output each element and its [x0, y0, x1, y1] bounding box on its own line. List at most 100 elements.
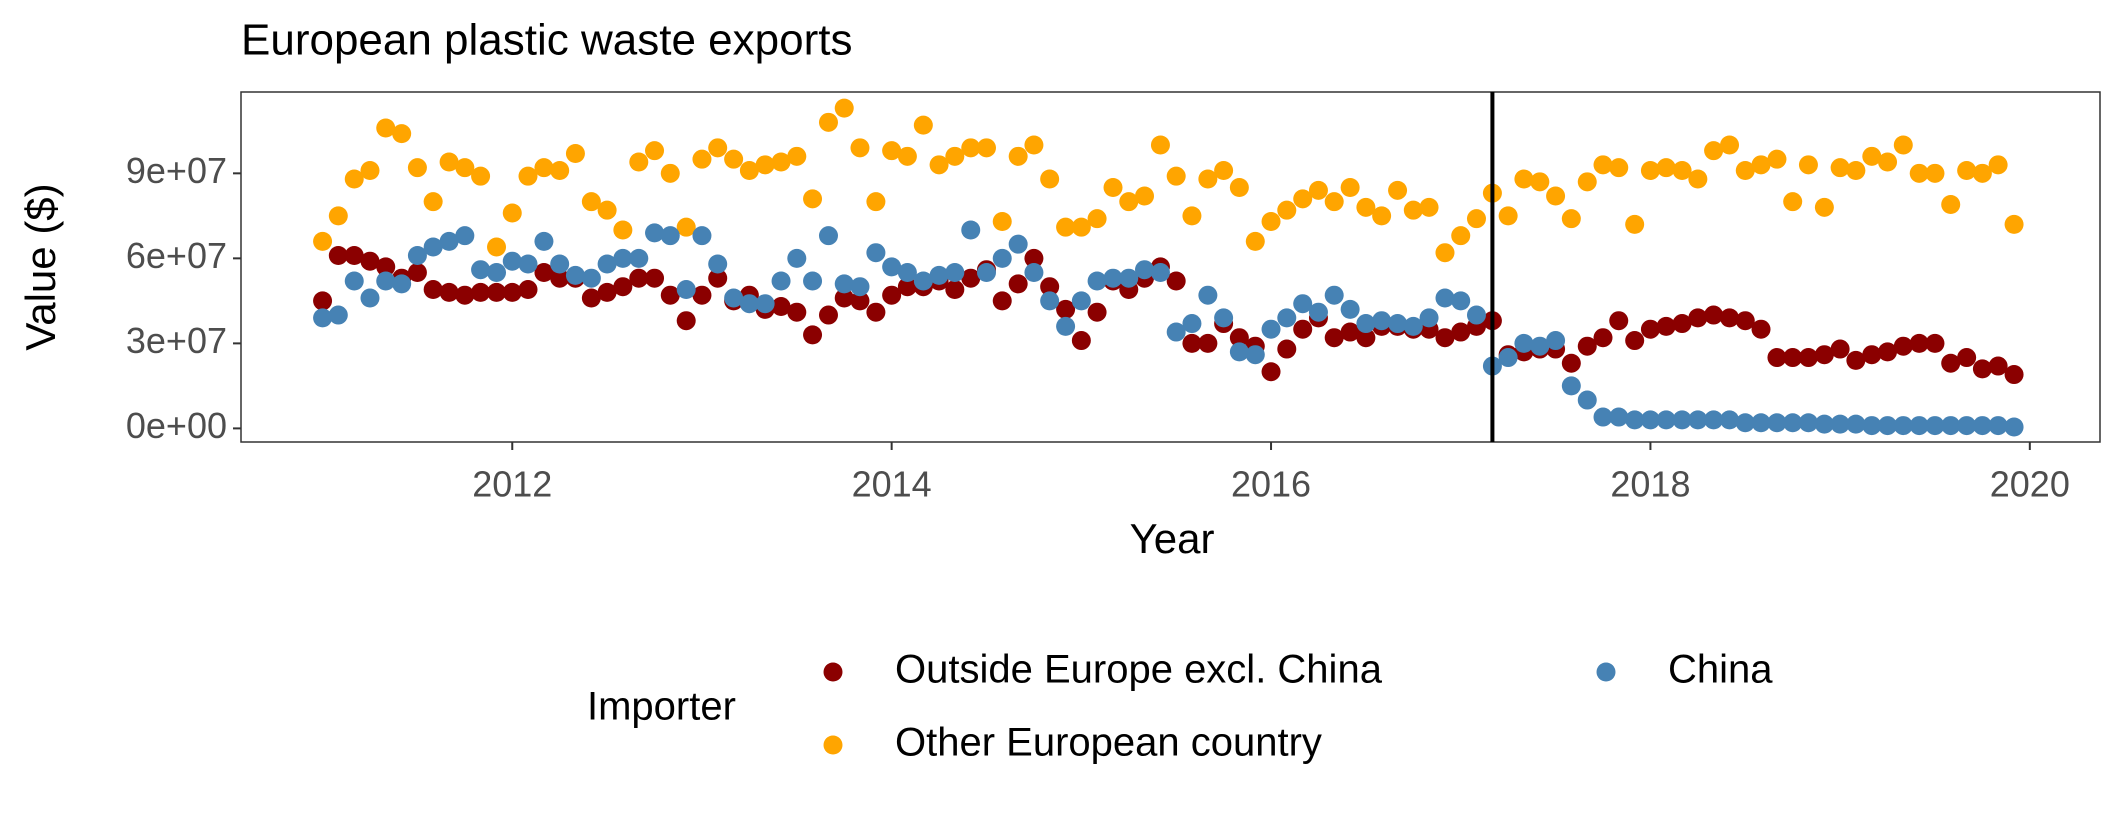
- point: [787, 248, 807, 268]
- point: [866, 243, 886, 263]
- point: [1751, 319, 1771, 339]
- point: [565, 265, 585, 285]
- point: [1103, 178, 1123, 198]
- point: [439, 231, 459, 251]
- point: [1957, 416, 1977, 436]
- point: [1720, 308, 1740, 328]
- point: [1198, 285, 1218, 305]
- point: [1056, 217, 1076, 237]
- point: [708, 268, 728, 288]
- point: [613, 220, 633, 240]
- point: [1024, 135, 1044, 155]
- point: [1340, 178, 1360, 198]
- point: [487, 282, 507, 302]
- point: [660, 163, 680, 183]
- point: [1150, 135, 1170, 155]
- point: [1087, 209, 1107, 229]
- point: [360, 161, 380, 181]
- point: [1925, 416, 1945, 436]
- point: [1972, 359, 1992, 379]
- point: [550, 161, 570, 181]
- point: [1561, 353, 1581, 373]
- point: [1403, 316, 1423, 336]
- point: [328, 305, 348, 325]
- point: [787, 302, 807, 322]
- point: [597, 200, 617, 220]
- point: [1388, 180, 1408, 200]
- point: [1229, 342, 1249, 362]
- point: [1119, 192, 1139, 212]
- point: [850, 291, 870, 311]
- point: [708, 254, 728, 274]
- point: [1625, 214, 1645, 234]
- point: [344, 169, 364, 189]
- point: [550, 268, 570, 288]
- point: [961, 268, 981, 288]
- point: [1988, 416, 2008, 436]
- point: [1546, 186, 1566, 206]
- point: [550, 254, 570, 274]
- y-tick-label: 9e+07: [126, 150, 227, 191]
- point: [1466, 209, 1486, 229]
- chart-title: European plastic waste exports: [241, 16, 852, 65]
- point: [376, 257, 396, 277]
- point: [1261, 319, 1281, 339]
- point: [1957, 161, 1977, 181]
- point: [1419, 197, 1439, 217]
- point: [1672, 161, 1692, 181]
- point: [913, 115, 933, 135]
- point: [1830, 414, 1850, 434]
- legend-label: Outside Europe excl. China: [895, 648, 1383, 692]
- point: [1814, 414, 1834, 434]
- point: [1135, 260, 1155, 280]
- point: [1561, 209, 1581, 229]
- point: [518, 254, 538, 274]
- point: [1182, 314, 1202, 334]
- point: [1546, 331, 1566, 351]
- point: [629, 152, 649, 172]
- point: [992, 291, 1012, 311]
- point: [1324, 285, 1344, 305]
- point: [1909, 416, 1929, 436]
- point: [834, 98, 854, 118]
- point: [1783, 348, 1803, 368]
- point: [1403, 200, 1423, 220]
- point: [1909, 163, 1929, 183]
- point: [676, 311, 696, 331]
- point: [1783, 192, 1803, 212]
- point: [882, 257, 902, 277]
- point: [613, 248, 633, 268]
- point: [1846, 414, 1866, 434]
- point: [645, 223, 665, 243]
- point: [1119, 268, 1139, 288]
- point: [866, 192, 886, 212]
- point: [1498, 206, 1518, 226]
- point: [455, 158, 475, 178]
- point: [724, 288, 744, 308]
- point: [1735, 311, 1755, 331]
- point: [676, 217, 696, 237]
- point: [771, 297, 791, 317]
- point: [945, 263, 965, 283]
- point: [1008, 146, 1028, 166]
- point: [1830, 158, 1850, 178]
- point: [1308, 302, 1328, 322]
- point: [534, 263, 554, 283]
- point: [1767, 348, 1787, 368]
- point: [660, 285, 680, 305]
- point: [344, 246, 364, 266]
- x-axis-title: Year: [1130, 515, 1215, 562]
- y-tick-label: 3e+07: [126, 320, 227, 361]
- y-tick-label: 6e+07: [126, 235, 227, 276]
- point: [897, 263, 917, 283]
- point: [929, 155, 949, 175]
- point: [1198, 333, 1218, 353]
- point: [1656, 410, 1676, 430]
- point: [629, 248, 649, 268]
- point: [1925, 163, 1945, 183]
- y-tick-label: 0e+00: [126, 405, 227, 446]
- point: [1941, 353, 1961, 373]
- point: [407, 263, 427, 283]
- point: [818, 305, 838, 325]
- point: [961, 138, 981, 158]
